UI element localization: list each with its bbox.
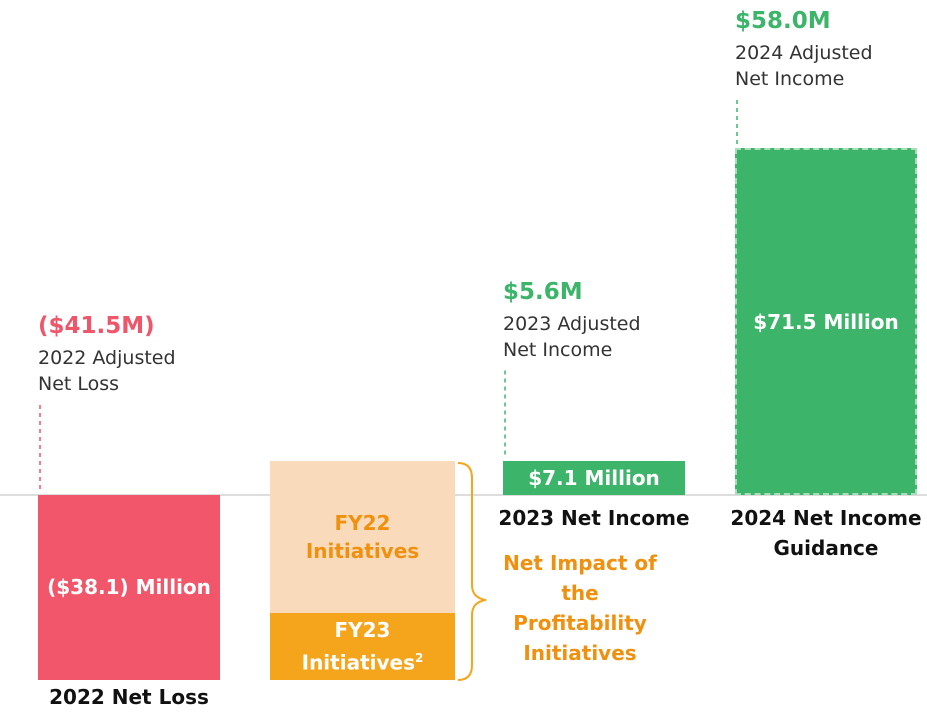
initiative-bar: FY22 Initiatives <box>270 460 455 614</box>
initiative-label: FY22 Initiatives <box>305 510 420 563</box>
bar: ($38.1) Million <box>38 495 220 680</box>
value-label: $7.1 Million <box>528 465 660 490</box>
value-label: $71.5 Million <box>753 309 899 334</box>
annotation-text: 2024 Adjusted Net Income <box>735 42 873 90</box>
annotation-value: ($41.5M) <box>38 313 155 339</box>
value-label: ($38.1) Million <box>47 575 211 600</box>
initiatives-label: Net Impact of the Profitability Initiati… <box>503 551 657 665</box>
annotation-text: 2022 Adjusted Net Loss <box>38 347 176 395</box>
category-label: 2024 Net Income Guidance <box>730 506 922 560</box>
category-label: 2023 Net Income <box>498 506 690 530</box>
initiative-label: FY23 Initiatives2 <box>301 618 424 675</box>
bar: $7.1 Million <box>503 460 685 495</box>
footnote: 2 <box>415 651 424 666</box>
bar: $71.5 Million <box>735 148 917 495</box>
annotation-value: $58.0M <box>735 8 831 34</box>
category-label: 2022 Net Loss <box>49 684 209 709</box>
bracket <box>457 462 487 681</box>
annotation-text: 2023 Adjusted Net Income <box>503 312 641 361</box>
initiative-bar: FY23 Initiatives2 <box>270 613 455 680</box>
annotation-value: $5.6M <box>503 278 583 305</box>
